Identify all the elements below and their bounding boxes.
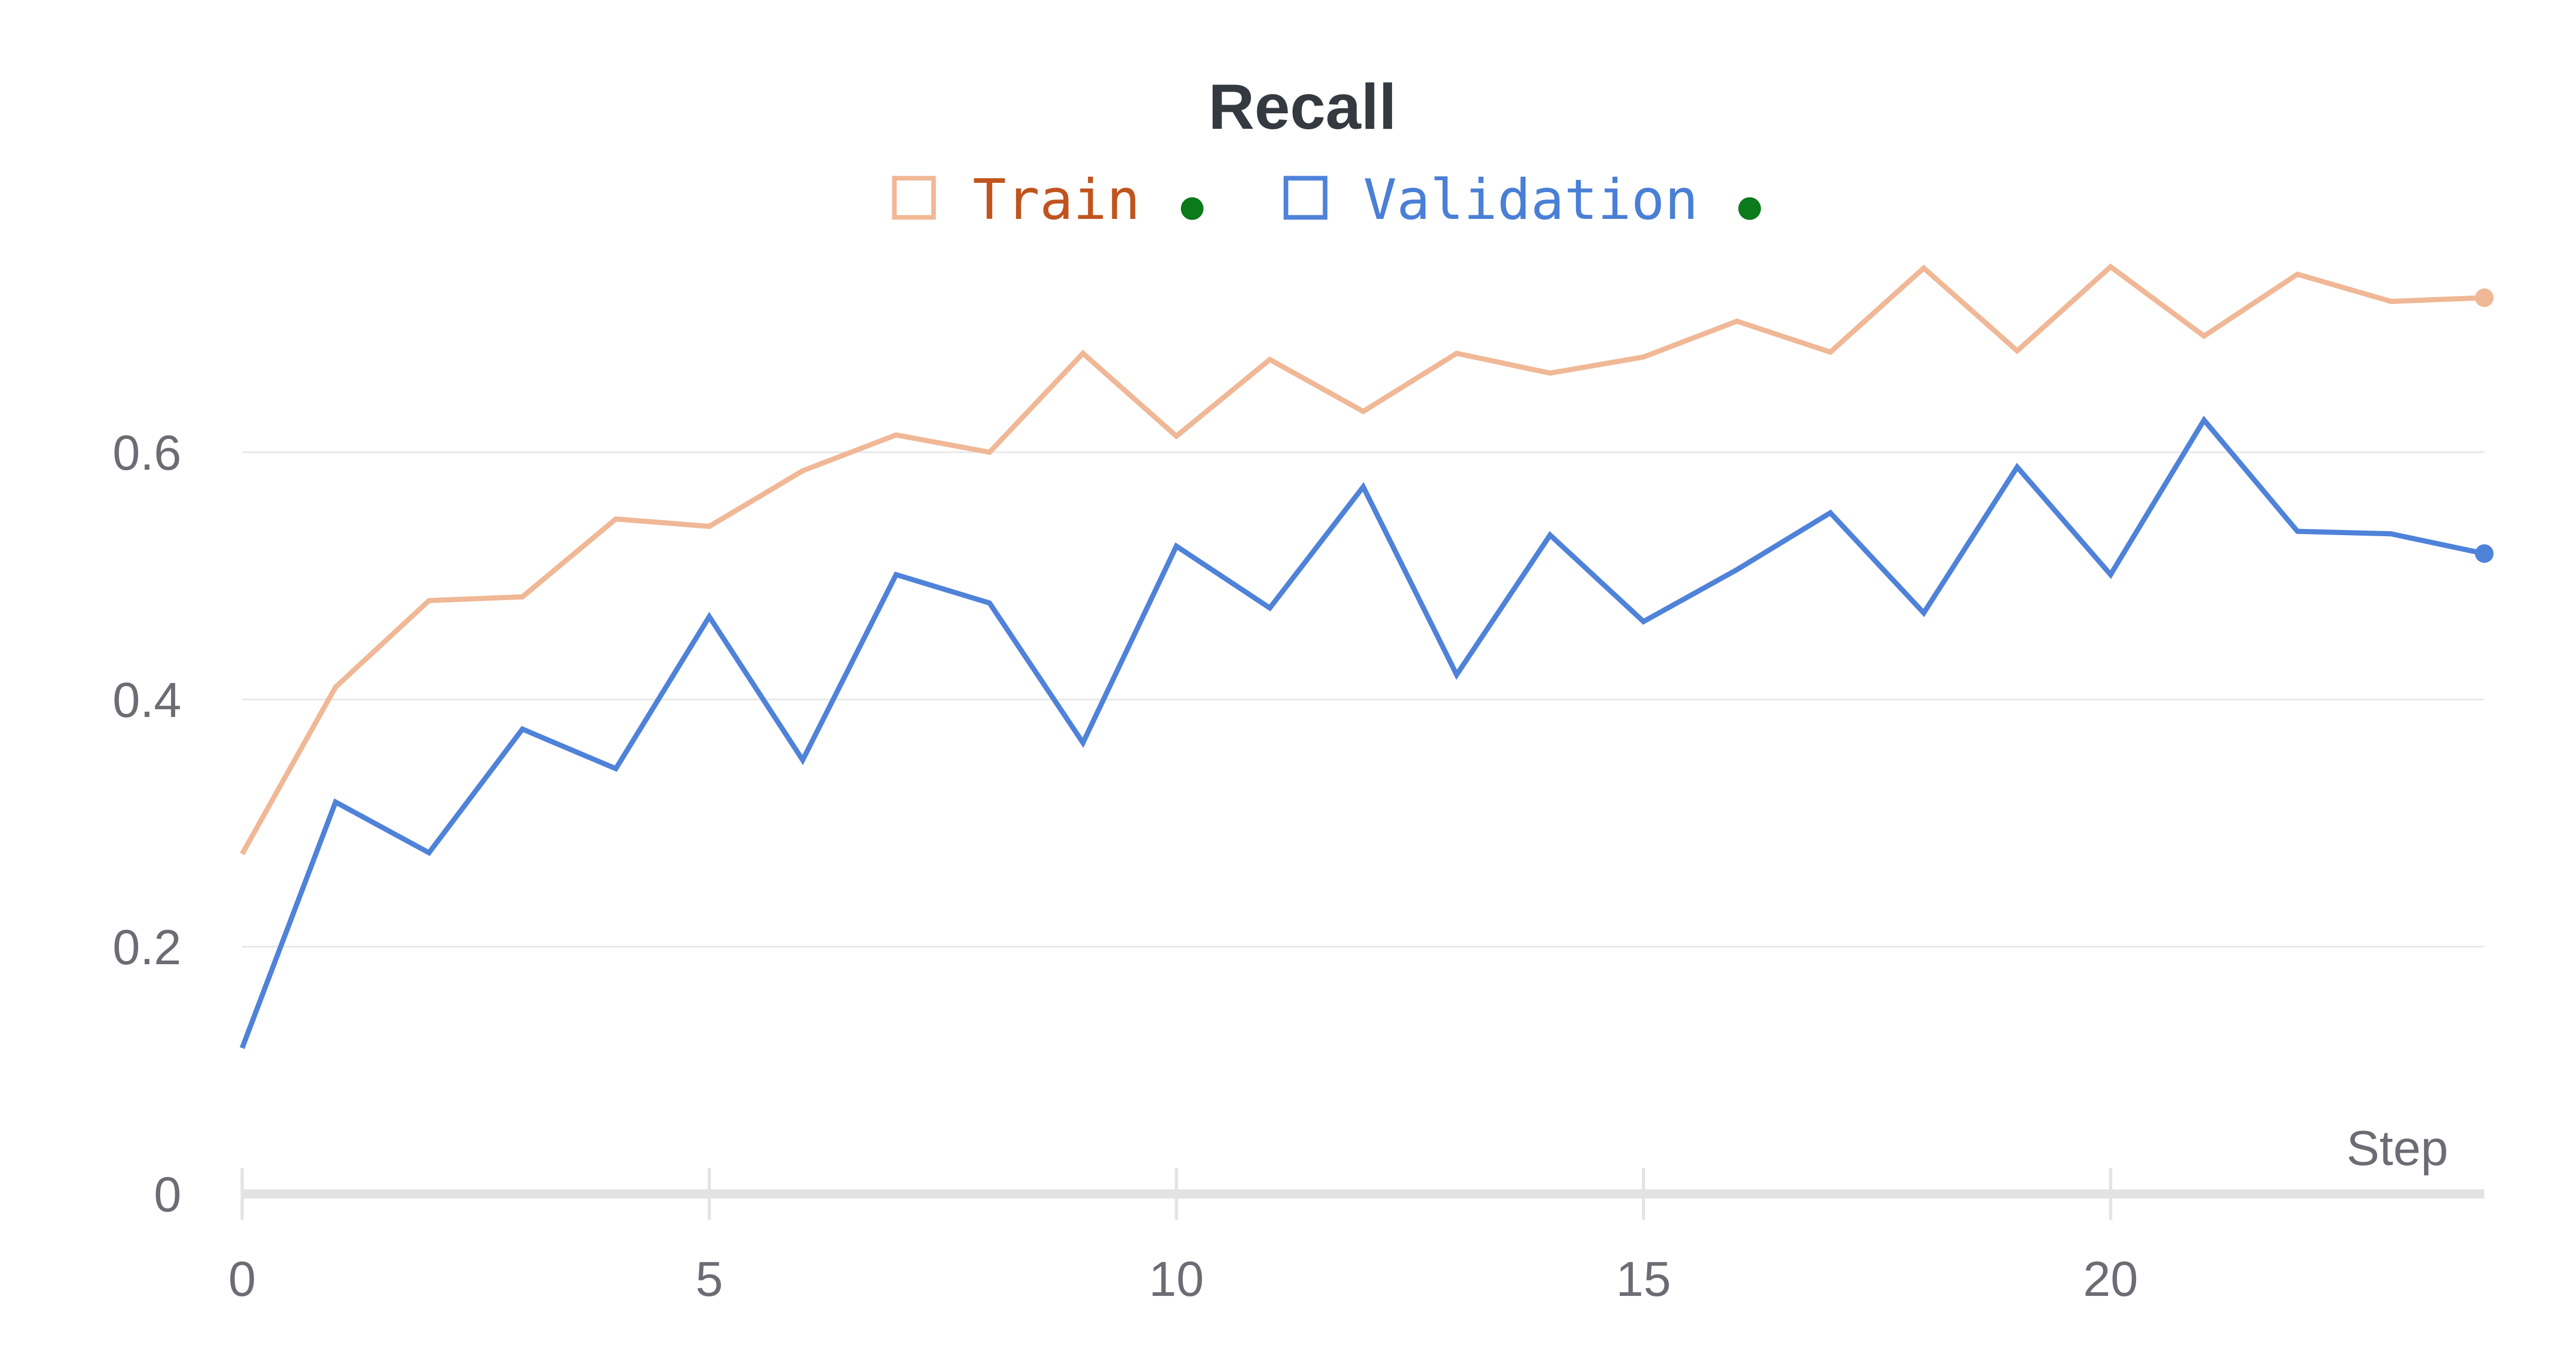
legend-label-validation: Validation	[1363, 168, 1698, 232]
series-endpoint-validation	[2475, 544, 2494, 563]
x-axis-title: Step	[2347, 1121, 2448, 1176]
y-axis-ticks: 0 0.2 0.4 0.6	[113, 425, 181, 1222]
y-tick-label: 0.6	[113, 425, 181, 481]
y-tick-label: 0.2	[113, 920, 181, 975]
chart-title: Recall	[1208, 72, 1396, 143]
x-tick-label: 5	[696, 1252, 723, 1307]
series-lines	[240, 263, 2494, 1049]
y-tick-label: 0.4	[113, 673, 181, 728]
grid-lines	[242, 451, 2484, 948]
legend-swatch-train[interactable]	[892, 176, 936, 220]
legend-swatch-validation[interactable]	[1283, 176, 1328, 220]
x-tick-label: 15	[1616, 1252, 1671, 1307]
legend-item-train[interactable]: Train	[892, 168, 1204, 232]
legend-status-dot	[1738, 197, 1761, 220]
x-tick-label: 10	[1149, 1252, 1204, 1307]
series-line-train	[240, 263, 2485, 856]
x-tick-label: 0	[228, 1252, 256, 1307]
series-line-validation	[240, 416, 2485, 1049]
legend-status-dot	[1181, 197, 1204, 220]
x-axis: 0 5 10 15 20	[228, 1168, 2484, 1307]
chart-legend: Train Validation	[892, 168, 1761, 232]
x-tick-label: 20	[2083, 1252, 2138, 1307]
legend-item-validation[interactable]: Validation	[1283, 168, 1761, 232]
series-endpoint-train	[2475, 288, 2494, 307]
y-tick-label: 0	[154, 1167, 181, 1222]
legend-label-train: Train	[973, 168, 1140, 232]
